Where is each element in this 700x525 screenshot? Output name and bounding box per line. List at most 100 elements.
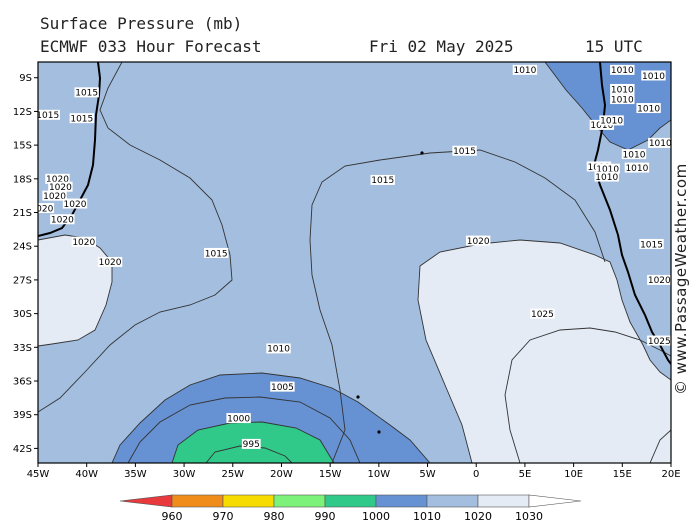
colorbar-segment bbox=[426, 494, 479, 508]
model-run-label: ECMWF 033 Hour Forecast bbox=[40, 37, 262, 56]
lat-tick-label: 33S bbox=[13, 343, 32, 354]
colorbar-label: 990 bbox=[315, 510, 336, 523]
isobar-label-bg bbox=[624, 162, 650, 173]
lat-tick-label: 18S bbox=[13, 174, 32, 185]
forecast-time: 15 UTC bbox=[585, 37, 643, 56]
isobar-label-bg bbox=[599, 115, 624, 126]
isobar-label-bg bbox=[71, 236, 96, 247]
lat-tick-label: 9S bbox=[19, 73, 32, 84]
isobar-label: 1020 bbox=[30, 204, 53, 214]
isobar-label: 1010 bbox=[611, 66, 634, 76]
isobar-label-bg bbox=[48, 181, 73, 192]
colorbar-label: 960 bbox=[162, 510, 183, 523]
lon-tick-label: 35W bbox=[124, 469, 147, 480]
lat-tick-label: 21S bbox=[13, 208, 32, 219]
colorbar-label: 1030 bbox=[515, 510, 543, 523]
isobar-label: 1010 bbox=[625, 164, 648, 174]
colorbar-segment bbox=[273, 494, 326, 508]
lon-tick-label: 5E bbox=[519, 469, 532, 480]
lat-tick-label: 42S bbox=[13, 444, 32, 455]
isobar-label-bg bbox=[639, 238, 664, 249]
isobar-label: 1010 bbox=[611, 85, 634, 95]
isobar-label: 1010 bbox=[611, 95, 634, 105]
lon-tick-label: 30W bbox=[173, 469, 196, 480]
colorbar-segment bbox=[171, 494, 224, 508]
isobar-label-bg bbox=[610, 83, 635, 94]
colorbar-label: 1000 bbox=[362, 510, 390, 523]
colorbar-label: 970 bbox=[213, 510, 234, 523]
isobar-label: 1010 bbox=[267, 345, 290, 355]
isobar-label-bg bbox=[270, 381, 295, 392]
isobar-label-bg bbox=[38, 109, 60, 120]
colorbar-label: 1010 bbox=[413, 510, 441, 523]
isobar-label-bg bbox=[647, 274, 671, 285]
lon-tick-label: 0 bbox=[473, 469, 479, 480]
pressure-band-1020-west bbox=[38, 235, 112, 346]
isobar-label-bg bbox=[62, 198, 88, 209]
isobar-label-bg bbox=[38, 203, 55, 214]
lon-tick-label: 40W bbox=[75, 469, 98, 480]
lat-tick-label: 27S bbox=[13, 275, 32, 286]
isobar-label: 1010 bbox=[637, 104, 660, 114]
isobar-label: 1020 bbox=[49, 183, 72, 193]
lat-tick-label: 15S bbox=[13, 141, 32, 152]
isobar-label: 1015 bbox=[205, 249, 228, 259]
isobar-label: 1020 bbox=[51, 216, 74, 226]
pressure-colorbar: 960 970 980 990 1000 1010 1020 1030 bbox=[119, 494, 582, 523]
isobar-label: 1010 bbox=[623, 150, 646, 160]
isobar-label: 1015 bbox=[36, 111, 59, 121]
isobar-label-bg bbox=[648, 137, 671, 148]
isobar-label: 1015 bbox=[70, 114, 93, 124]
colorbar-segment bbox=[375, 494, 428, 508]
lat-tick-label: 12S bbox=[13, 107, 32, 118]
lon-tick-label: 20W bbox=[270, 469, 293, 480]
lat-tick-label: 39S bbox=[13, 410, 32, 421]
site-credit: © www.PassageWeather.com bbox=[672, 163, 690, 395]
isobar-label: 1020 bbox=[99, 258, 122, 268]
lon-tick-label: 15W bbox=[319, 469, 342, 480]
isobar-label-bg bbox=[69, 113, 95, 124]
isobar-label-bg bbox=[647, 335, 671, 346]
isobar-label: 1010 bbox=[642, 72, 665, 82]
lat-tick-label: 24S bbox=[13, 242, 32, 253]
isobar-label: 1025 bbox=[648, 337, 671, 347]
lon-tick-label: 5W bbox=[419, 469, 435, 480]
lon-tick-label: 10E bbox=[564, 469, 583, 480]
colorbar-segment bbox=[324, 494, 377, 508]
lat-tick-label: 30S bbox=[13, 309, 32, 320]
isobar-label: 1010 bbox=[513, 66, 536, 76]
isobar-label-bg bbox=[595, 163, 620, 174]
isobar-label: 1010 bbox=[649, 139, 672, 149]
isobar-label-bg bbox=[97, 256, 123, 267]
isobar-label-bg bbox=[452, 145, 477, 156]
isobar-label: 1000 bbox=[227, 414, 250, 424]
colorbar-segment bbox=[119, 494, 173, 508]
isobar-label: 1020 bbox=[648, 276, 671, 286]
map-frame bbox=[37, 61, 672, 464]
isobar-label-bg bbox=[530, 308, 555, 319]
isobar-label: 1010 bbox=[595, 173, 618, 183]
isobar-label-bg bbox=[266, 343, 291, 354]
isobar-label: 1020 bbox=[72, 238, 95, 248]
colorbar-label: 1020 bbox=[464, 510, 492, 523]
isobar-label-bg bbox=[610, 64, 635, 75]
isobar-label: 1020 bbox=[43, 192, 66, 202]
isobar-label: 1010 bbox=[590, 121, 613, 131]
lon-tick-label: 25W bbox=[221, 469, 244, 480]
lon-tick-label: 10W bbox=[368, 469, 391, 480]
isobar-label-bg bbox=[641, 70, 666, 81]
isobar-label-bg bbox=[594, 171, 619, 182]
isobar-label: 1020 bbox=[467, 237, 490, 247]
isobar-label: 995 bbox=[243, 440, 260, 450]
isobar-label: 1020 bbox=[64, 200, 87, 210]
pressure-band-1020-east bbox=[418, 240, 671, 463]
isobar-label-bg bbox=[370, 174, 395, 185]
lat-tick-label: 36S bbox=[13, 377, 32, 388]
land-low-pressure bbox=[545, 62, 671, 150]
isobar-label-bg bbox=[42, 190, 67, 201]
isobar-label: 1005 bbox=[271, 383, 294, 393]
isobar-label-bg bbox=[226, 413, 251, 424]
isobar-label: 1015 bbox=[453, 147, 476, 157]
